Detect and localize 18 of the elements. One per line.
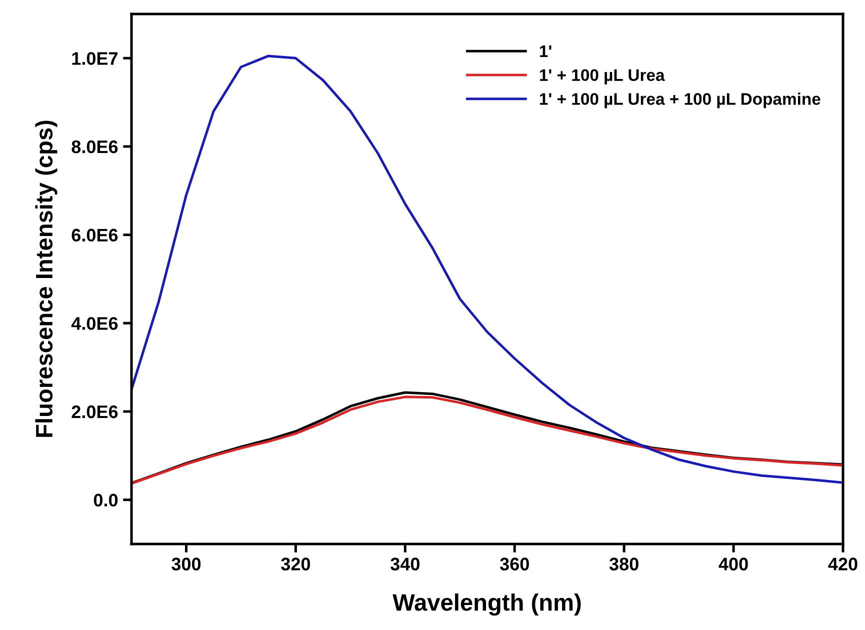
legend-label: 1' + 100 µL Urea + 100 µL Dopamine <box>540 92 820 108</box>
y-axis-title: Fluorescence Intensity (cps) <box>35 120 58 437</box>
x-tick-label: 300 <box>172 558 201 570</box>
legend-label: 1' <box>540 46 552 57</box>
legend-label: 1' + 100 µL Urea <box>540 69 665 84</box>
y-tick-label: 2.0E6 <box>72 405 118 418</box>
x-tick-label: 340 <box>390 558 420 570</box>
x-tick-label: 320 <box>281 558 310 570</box>
y-tick-label: 6.0E6 <box>72 228 118 242</box>
x-axis-title: Wavelength (nm) <box>392 593 581 616</box>
y-tick-label: 4.0E6 <box>71 317 118 330</box>
y-tick-label: 1.0E7 <box>72 52 118 65</box>
x-tick-label: 420 <box>828 558 858 570</box>
x-tick-label: 400 <box>718 558 748 570</box>
y-tick-label: 8.0E6 <box>72 140 118 154</box>
y-tick-label: 0.0 <box>94 494 118 507</box>
x-tick-label: 380 <box>609 558 638 570</box>
x-tick-label: 360 <box>500 558 529 570</box>
